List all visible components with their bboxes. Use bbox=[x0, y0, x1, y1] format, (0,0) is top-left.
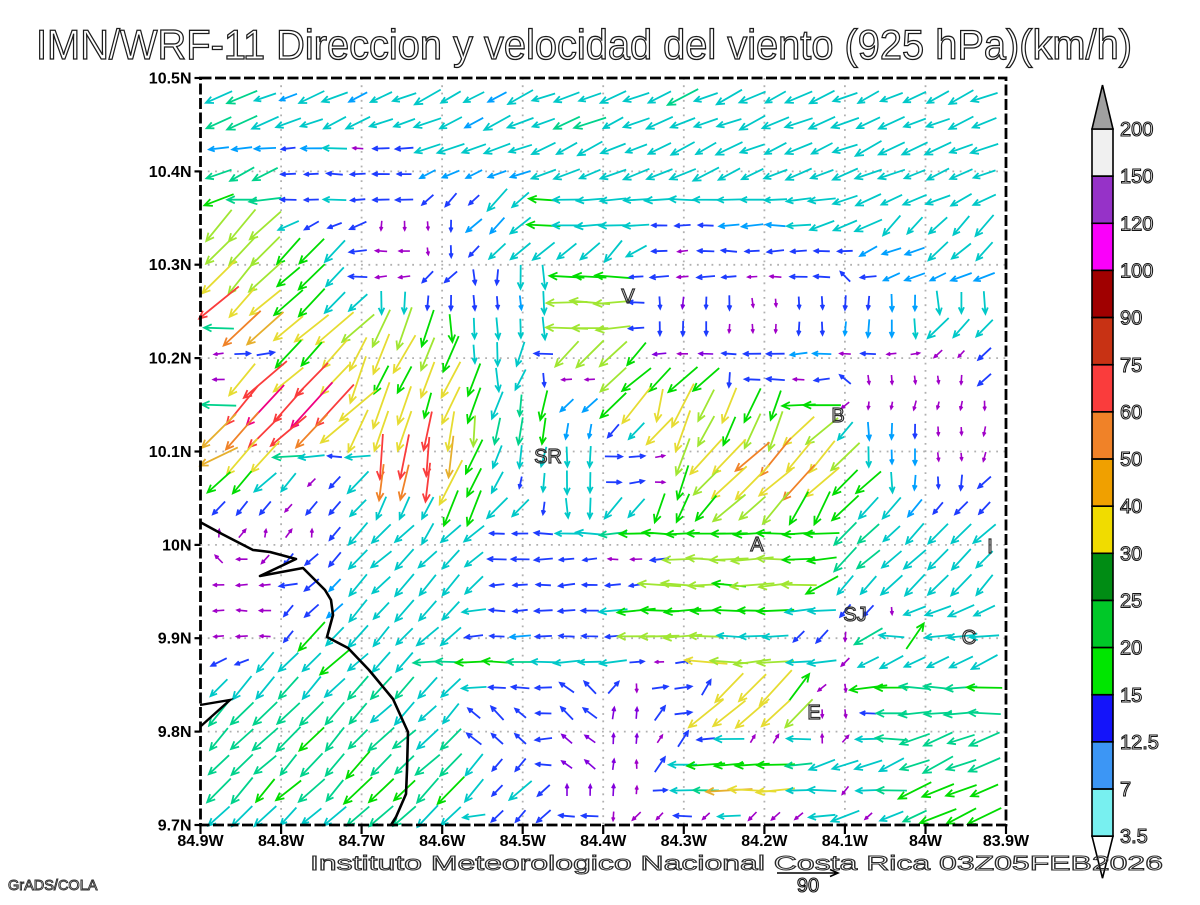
svg-text:84.5W: 84.5W bbox=[500, 833, 547, 850]
svg-text:Instituto Meteorologico Nacion: Instituto Meteorologico Nacional Costa R… bbox=[310, 852, 1163, 875]
svg-text:84W: 84W bbox=[909, 833, 943, 850]
svg-text:GrADS/COLA: GrADS/COLA bbox=[8, 878, 98, 894]
svg-text:V: V bbox=[621, 286, 635, 308]
svg-text:90: 90 bbox=[797, 875, 819, 897]
svg-text:120: 120 bbox=[1120, 213, 1153, 235]
svg-text:25: 25 bbox=[1120, 591, 1142, 613]
svg-text:84.6W: 84.6W bbox=[419, 833, 466, 850]
svg-text:100: 100 bbox=[1120, 260, 1153, 282]
svg-text:9.8N: 9.8N bbox=[158, 724, 192, 741]
svg-text:IMN/WRF-11 Direccion y velocid: IMN/WRF-11 Direccion y velocidad del vie… bbox=[36, 21, 1132, 68]
svg-text:60: 60 bbox=[1120, 402, 1142, 424]
svg-text:10.2N: 10.2N bbox=[149, 351, 192, 368]
svg-text:SR: SR bbox=[534, 446, 562, 468]
svg-text:50: 50 bbox=[1120, 449, 1142, 471]
svg-text:84.2W: 84.2W bbox=[741, 833, 788, 850]
svg-text:B: B bbox=[831, 405, 844, 427]
svg-text:83.9W: 83.9W bbox=[983, 833, 1030, 850]
svg-text:84.9W: 84.9W bbox=[177, 833, 224, 850]
svg-text:10.3N: 10.3N bbox=[149, 257, 192, 274]
svg-text:84.4W: 84.4W bbox=[580, 833, 627, 850]
svg-text:84.8W: 84.8W bbox=[258, 833, 305, 850]
svg-text:15: 15 bbox=[1120, 685, 1142, 707]
svg-text:90: 90 bbox=[1120, 308, 1142, 330]
svg-text:20: 20 bbox=[1120, 638, 1142, 660]
svg-text:10.1N: 10.1N bbox=[149, 444, 192, 461]
svg-text:E: E bbox=[807, 702, 820, 724]
svg-text:3.5: 3.5 bbox=[1120, 826, 1148, 848]
svg-text:A: A bbox=[750, 534, 764, 556]
svg-text:9.9N: 9.9N bbox=[158, 631, 192, 648]
svg-text:75: 75 bbox=[1120, 355, 1142, 377]
svg-text:84.1W: 84.1W bbox=[822, 833, 869, 850]
svg-text:84.7W: 84.7W bbox=[338, 833, 385, 850]
svg-text:10.5N: 10.5N bbox=[149, 71, 192, 88]
svg-text:10N: 10N bbox=[162, 537, 191, 554]
svg-text:200: 200 bbox=[1120, 119, 1153, 141]
svg-text:40: 40 bbox=[1120, 496, 1142, 518]
svg-text:150: 150 bbox=[1120, 166, 1153, 188]
svg-text:C: C bbox=[962, 627, 976, 649]
svg-text:10.4N: 10.4N bbox=[149, 164, 192, 181]
svg-text:12.5: 12.5 bbox=[1120, 732, 1159, 754]
svg-text:SJ: SJ bbox=[843, 604, 866, 626]
svg-text:30: 30 bbox=[1120, 543, 1142, 565]
svg-text:7: 7 bbox=[1120, 779, 1131, 801]
svg-text:9.7N: 9.7N bbox=[158, 818, 192, 835]
svg-text:I: I bbox=[987, 536, 993, 558]
svg-text:84.3W: 84.3W bbox=[661, 833, 708, 850]
